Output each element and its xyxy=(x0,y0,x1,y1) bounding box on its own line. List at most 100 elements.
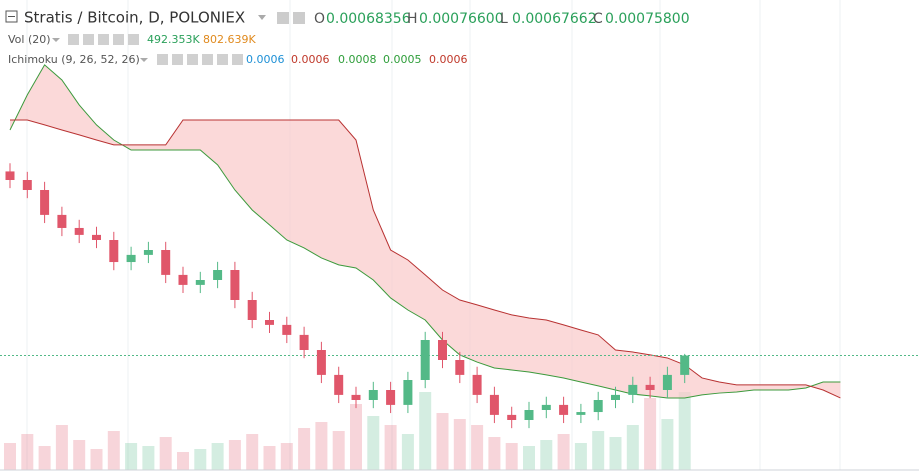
volume-bar xyxy=(159,437,172,470)
candle-body xyxy=(109,240,119,263)
volume-bar xyxy=(523,446,535,470)
cloud-fill xyxy=(10,64,841,398)
ichimoku-legend-value: 0.0005 xyxy=(383,53,422,66)
icon-button[interactable] xyxy=(68,34,79,45)
candle-body xyxy=(559,404,569,415)
candle-body xyxy=(351,394,361,400)
ichimoku-legend-value: 0.0006 xyxy=(429,53,468,66)
volume-bar xyxy=(678,392,691,470)
volume-bar xyxy=(280,443,293,470)
icon-button[interactable] xyxy=(187,54,198,65)
volume-bar xyxy=(488,437,501,470)
candle-body xyxy=(645,384,655,390)
volume-bar xyxy=(90,449,103,470)
candle-body xyxy=(507,414,517,420)
volume-bar xyxy=(246,434,259,470)
candle-body xyxy=(438,340,447,360)
volume-bar xyxy=(21,434,34,470)
volume-bar xyxy=(661,419,674,470)
volume-bar xyxy=(644,398,657,470)
ohlc-label: O xyxy=(314,11,325,27)
volume-bar xyxy=(505,443,518,470)
candle-body xyxy=(334,374,344,395)
volume-bar xyxy=(298,428,311,470)
dropdown-icon[interactable] xyxy=(140,58,148,62)
candle-body xyxy=(213,270,223,280)
ohlc-label: H xyxy=(407,11,418,27)
icon-button[interactable] xyxy=(98,34,109,45)
volume-bar xyxy=(55,425,68,470)
ichimoku-legend-value: 0.0008 xyxy=(338,53,377,66)
vertical-grid xyxy=(26,0,841,470)
candle-body xyxy=(126,254,136,263)
candle-body xyxy=(611,394,620,400)
icon-button[interactable] xyxy=(113,34,124,45)
settings-icon[interactable] xyxy=(277,12,289,24)
dropdown-icon[interactable] xyxy=(52,38,60,42)
format-icon[interactable] xyxy=(293,12,305,24)
icon-button[interactable] xyxy=(172,54,183,65)
candle-body xyxy=(57,214,67,228)
volume-bar xyxy=(367,416,380,470)
ohlc-value: 0.00076600 xyxy=(419,11,504,27)
volume-bar xyxy=(4,443,16,470)
volume-bar xyxy=(315,422,328,470)
candle-body xyxy=(524,410,534,420)
candle-body xyxy=(143,250,153,255)
candle-body xyxy=(299,334,309,350)
candle-body xyxy=(541,404,551,410)
dropdown-icon[interactable] xyxy=(258,15,266,20)
volume-bar xyxy=(471,425,484,470)
icon-button[interactable] xyxy=(217,54,228,65)
legend-header: Stratis / Bitcoin, D, POLONIEX O 0.000683… xyxy=(5,9,690,66)
candle-body xyxy=(420,340,430,380)
candle-body xyxy=(178,274,188,285)
candle-body xyxy=(368,390,378,400)
volume-bar xyxy=(592,431,605,470)
ichimoku-legend-value: 0.0006 xyxy=(246,53,285,66)
icon-button[interactable] xyxy=(128,34,139,45)
candle-body xyxy=(680,355,690,375)
icon-button[interactable] xyxy=(202,54,213,65)
candle-body xyxy=(489,394,499,415)
icon-button[interactable] xyxy=(83,34,94,45)
ohlc-value: 0.00067662 xyxy=(512,11,597,27)
volume-legend-icons xyxy=(68,34,139,45)
volume-legend-value: 492.353K xyxy=(147,33,200,46)
icon-button[interactable] xyxy=(157,54,168,65)
candle-body xyxy=(662,374,672,390)
volume-bar xyxy=(419,392,432,470)
volume-bar xyxy=(401,434,414,470)
volume-bar xyxy=(73,440,86,470)
volume-legend-value: 802.639K xyxy=(203,33,256,46)
ichimoku-legend-name: Ichimoku (9, 26, 52, 26) xyxy=(8,53,140,66)
volume-bar xyxy=(557,434,570,470)
candle-body xyxy=(628,384,638,395)
candle-body xyxy=(472,374,482,395)
ichimoku-legend-value: 0.0006 xyxy=(291,53,330,66)
volume-legend-values: 492.353K 802.639K xyxy=(147,33,256,46)
volume-bar xyxy=(38,446,51,470)
ohlc-label: L xyxy=(500,11,508,27)
icon-button[interactable] xyxy=(232,54,243,65)
candle-body xyxy=(386,390,396,405)
candle-body xyxy=(455,360,465,375)
volume-bar xyxy=(332,431,345,470)
candle-body xyxy=(593,400,603,413)
candle-body xyxy=(265,320,274,325)
volume-bar xyxy=(609,437,622,470)
cloud-span-a xyxy=(9,64,841,399)
ichimoku-legend-values: 0.0006 0.0006 0.0008 0.0005 0.0006 xyxy=(246,53,468,66)
candle-body xyxy=(316,350,326,375)
ohlc-value: 0.00068356 xyxy=(326,11,411,27)
collapse-icon[interactable] xyxy=(5,10,18,23)
volume-legend-name: Vol (20) xyxy=(8,33,51,46)
candle-body xyxy=(576,412,586,415)
ohlc-value: 0.00075800 xyxy=(605,11,690,27)
candle-body xyxy=(247,300,257,320)
volume-bar xyxy=(626,425,639,470)
volume-bar xyxy=(436,413,449,470)
candle-body xyxy=(195,280,205,285)
candle-body xyxy=(92,234,101,240)
